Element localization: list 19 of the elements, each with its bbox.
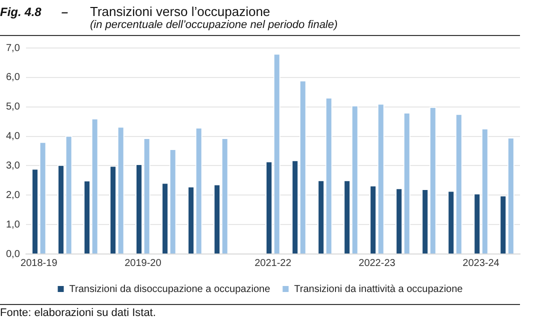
y-tick-label: 6,0 <box>6 72 20 84</box>
x-tick-label: 2021-22 <box>254 258 292 269</box>
x-tick-label: 2022-23 <box>358 258 396 269</box>
y-tick-label: 1,0 <box>6 219 20 230</box>
x-tick-label: 2018-19 <box>20 258 58 269</box>
y-tick-label: 5,0 <box>6 102 20 113</box>
legend-label: Transizioni da inattività a occupazione <box>294 284 464 295</box>
legend-label: Transizioni da disoccupazione a occupazione <box>69 284 271 295</box>
x-tick-label: 2019-20 <box>124 258 162 269</box>
chart-title: Transizioni verso l’occupazione <box>90 4 270 19</box>
y-tick-label: 2,0 <box>6 190 20 201</box>
x-tick-label: 2023-24 <box>462 258 500 269</box>
y-tick-label: 3,0 <box>6 160 20 172</box>
chart-subtitle: (in percentuale dell’occupazione nel periodo finale) <box>90 19 339 31</box>
source-note: Fonte: elaborazioni su dati Istat. <box>0 306 157 319</box>
y-tick-label: 7,0 <box>6 42 20 54</box>
caption: Fig. 4.8 – <box>0 5 70 19</box>
y-tick-label: 0,0 <box>6 248 20 260</box>
y-tick-label: 4,0 <box>6 131 20 142</box>
